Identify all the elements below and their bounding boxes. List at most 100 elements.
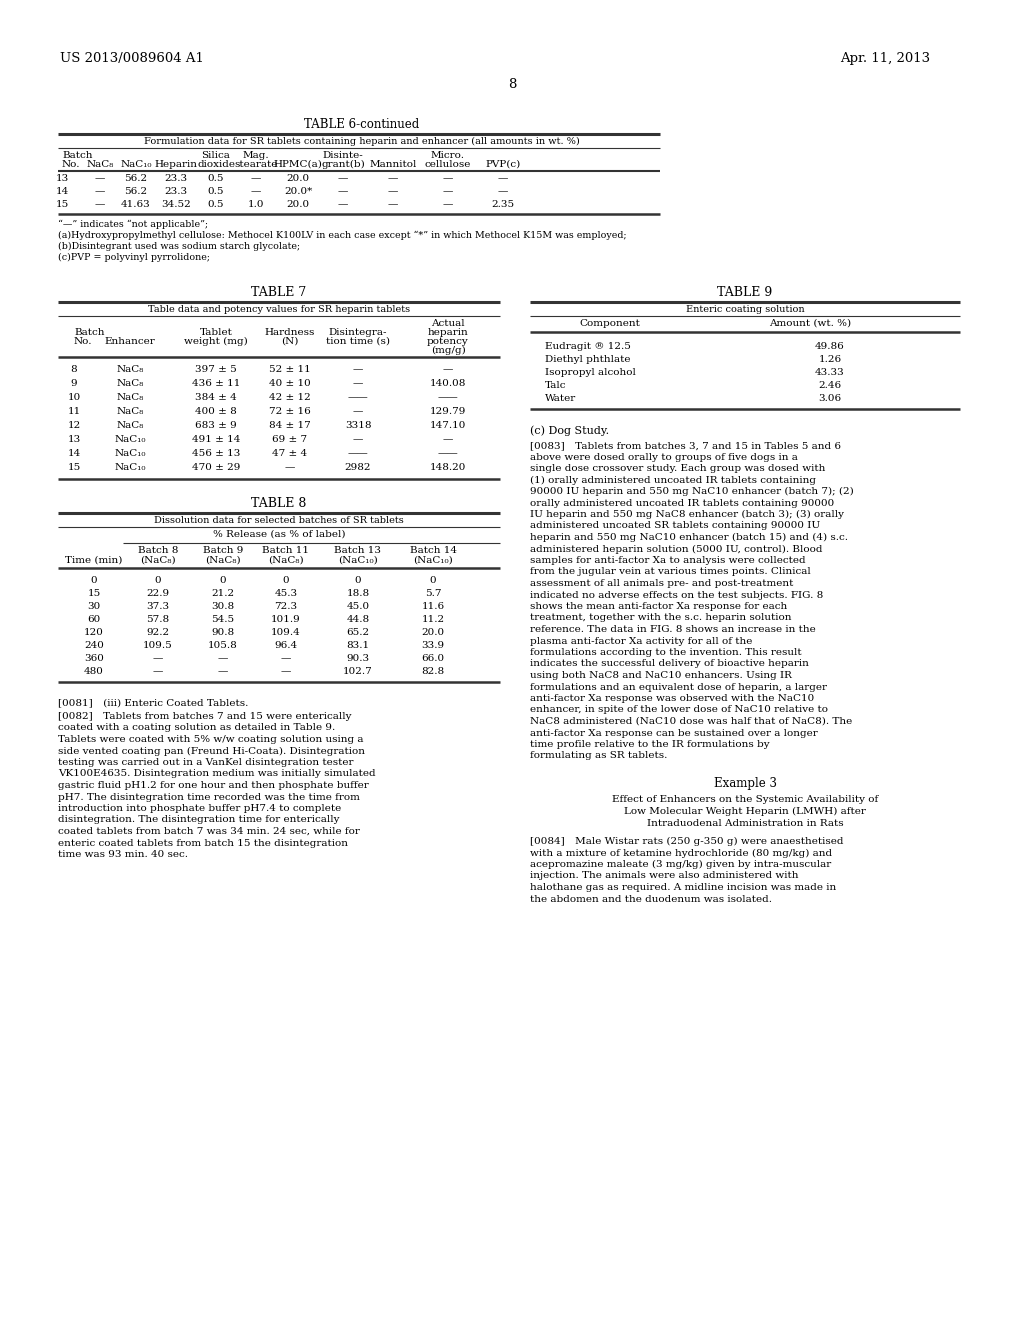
Text: 109.5: 109.5 bbox=[143, 642, 173, 649]
Text: 15: 15 bbox=[55, 201, 69, 209]
Text: formulating as SR tablets.: formulating as SR tablets. bbox=[530, 751, 668, 760]
Text: ——: —— bbox=[437, 393, 459, 403]
Text: shows the mean anti-factor Xa response for each: shows the mean anti-factor Xa response f… bbox=[530, 602, 787, 611]
Text: 120: 120 bbox=[84, 628, 104, 638]
Text: % Release (as % of label): % Release (as % of label) bbox=[213, 531, 345, 539]
Text: —: — bbox=[442, 187, 454, 195]
Text: —: — bbox=[338, 201, 348, 209]
Text: NaC8 administered (NaC10 dose was half that of NaC8). The: NaC8 administered (NaC10 dose was half t… bbox=[530, 717, 852, 726]
Text: 105.8: 105.8 bbox=[208, 642, 238, 649]
Text: (NaC₁₀): (NaC₁₀) bbox=[338, 556, 378, 565]
Text: NaC₈: NaC₈ bbox=[86, 160, 114, 169]
Text: Mag.: Mag. bbox=[243, 150, 269, 160]
Text: ——: —— bbox=[437, 449, 459, 458]
Text: (NaC₈): (NaC₈) bbox=[268, 556, 304, 565]
Text: Batch 11: Batch 11 bbox=[262, 546, 309, 554]
Text: Amount (wt. %): Amount (wt. %) bbox=[769, 319, 851, 327]
Text: 92.2: 92.2 bbox=[146, 628, 170, 638]
Text: 2.46: 2.46 bbox=[818, 381, 842, 389]
Text: ——: —— bbox=[347, 449, 369, 458]
Text: indicates the successful delivery of bioactive heparin: indicates the successful delivery of bio… bbox=[530, 660, 809, 668]
Text: with a mixture of ketamine hydrochloride (80 mg/kg) and: with a mixture of ketamine hydrochloride… bbox=[530, 849, 833, 858]
Text: 1.0: 1.0 bbox=[248, 201, 264, 209]
Text: tion time (s): tion time (s) bbox=[326, 337, 390, 346]
Text: (NaC₁₀): (NaC₁₀) bbox=[413, 556, 453, 565]
Text: Diethyl phthlate: Diethyl phthlate bbox=[545, 355, 631, 364]
Text: No.: No. bbox=[62, 160, 81, 169]
Text: time was 93 min. 40 sec.: time was 93 min. 40 sec. bbox=[58, 850, 188, 859]
Text: 2982: 2982 bbox=[345, 463, 372, 473]
Text: US 2013/0089604 A1: US 2013/0089604 A1 bbox=[60, 51, 204, 65]
Text: indicated no adverse effects on the test subjects. FIG. 8: indicated no adverse effects on the test… bbox=[530, 590, 823, 599]
Text: —: — bbox=[442, 366, 454, 374]
Text: heparin: heparin bbox=[428, 327, 468, 337]
Text: administered uncoated SR tablets containing 90000 IU: administered uncoated SR tablets contain… bbox=[530, 521, 820, 531]
Text: 397 ± 5: 397 ± 5 bbox=[196, 366, 237, 374]
Text: —: — bbox=[218, 653, 228, 663]
Text: Enhancer: Enhancer bbox=[104, 337, 156, 346]
Text: Batch: Batch bbox=[74, 327, 104, 337]
Text: anti-factor Xa response was observed with the NaC10: anti-factor Xa response was observed wit… bbox=[530, 694, 814, 704]
Text: 8: 8 bbox=[71, 366, 78, 374]
Text: 5.7: 5.7 bbox=[425, 589, 441, 598]
Text: grant(b): grant(b) bbox=[322, 160, 365, 169]
Text: 20.0: 20.0 bbox=[287, 201, 309, 209]
Text: TABLE 9: TABLE 9 bbox=[718, 286, 773, 300]
Text: Micro.: Micro. bbox=[431, 150, 465, 160]
Text: —: — bbox=[251, 187, 261, 195]
Text: 0: 0 bbox=[354, 576, 361, 585]
Text: 683 ± 9: 683 ± 9 bbox=[196, 421, 237, 430]
Text: 0.5: 0.5 bbox=[208, 174, 224, 183]
Text: formulations and an equivalent dose of heparin, a larger: formulations and an equivalent dose of h… bbox=[530, 682, 827, 692]
Text: 147.10: 147.10 bbox=[430, 421, 466, 430]
Text: TABLE 6-continued: TABLE 6-continued bbox=[304, 117, 420, 131]
Text: —: — bbox=[153, 667, 163, 676]
Text: 30.8: 30.8 bbox=[211, 602, 234, 611]
Text: 14: 14 bbox=[68, 449, 81, 458]
Text: 69 ± 7: 69 ± 7 bbox=[272, 436, 307, 444]
Text: HPMC(a): HPMC(a) bbox=[273, 160, 323, 169]
Text: 360: 360 bbox=[84, 653, 104, 663]
Text: NaC₈: NaC₈ bbox=[117, 407, 143, 416]
Text: 0: 0 bbox=[430, 576, 436, 585]
Text: 11.6: 11.6 bbox=[422, 602, 444, 611]
Text: PVP(c): PVP(c) bbox=[485, 160, 520, 169]
Text: injection. The animals were also administered with: injection. The animals were also adminis… bbox=[530, 871, 799, 880]
Text: 72.3: 72.3 bbox=[274, 602, 298, 611]
Text: (NaC₈): (NaC₈) bbox=[205, 556, 241, 565]
Text: 72 ± 16: 72 ± 16 bbox=[269, 407, 311, 416]
Text: cellulose: cellulose bbox=[425, 160, 471, 169]
Text: 66.0: 66.0 bbox=[422, 653, 444, 663]
Text: Enteric coating solution: Enteric coating solution bbox=[686, 305, 804, 314]
Text: Low Molecular Weight Heparin (LMWH) after: Low Molecular Weight Heparin (LMWH) afte… bbox=[624, 807, 866, 816]
Text: —: — bbox=[442, 174, 454, 183]
Text: Disinte-: Disinte- bbox=[323, 150, 364, 160]
Text: 109.4: 109.4 bbox=[271, 628, 301, 638]
Text: 8: 8 bbox=[508, 78, 516, 91]
Text: 20.0: 20.0 bbox=[287, 174, 309, 183]
Text: 45.3: 45.3 bbox=[274, 589, 298, 598]
Text: 9: 9 bbox=[71, 379, 78, 388]
Text: —: — bbox=[442, 436, 454, 444]
Text: assessment of all animals pre- and post-treatment: assessment of all animals pre- and post-… bbox=[530, 579, 794, 587]
Text: TABLE 7: TABLE 7 bbox=[251, 286, 306, 300]
Text: time profile relative to the IR formulations by: time profile relative to the IR formulat… bbox=[530, 741, 770, 748]
Text: 40 ± 10: 40 ± 10 bbox=[269, 379, 311, 388]
Text: 45.0: 45.0 bbox=[346, 602, 370, 611]
Text: (b)Disintegrant used was sodium starch glycolate;: (b)Disintegrant used was sodium starch g… bbox=[58, 242, 300, 251]
Text: 65.2: 65.2 bbox=[346, 628, 370, 638]
Text: Hardness: Hardness bbox=[265, 327, 315, 337]
Text: 23.3: 23.3 bbox=[165, 187, 187, 195]
Text: (1) orally administered uncoated IR tablets containing: (1) orally administered uncoated IR tabl… bbox=[530, 475, 816, 484]
Text: 52 ± 11: 52 ± 11 bbox=[269, 366, 311, 374]
Text: introduction into phosphate buffer pH7.4 to complete: introduction into phosphate buffer pH7.4… bbox=[58, 804, 341, 813]
Text: —: — bbox=[95, 174, 105, 183]
Text: 2.35: 2.35 bbox=[492, 201, 515, 209]
Text: VK100E4635. Disintegration medium was initially simulated: VK100E4635. Disintegration medium was in… bbox=[58, 770, 376, 779]
Text: —: — bbox=[251, 174, 261, 183]
Text: —: — bbox=[353, 366, 364, 374]
Text: treatment, together with the s.c. heparin solution: treatment, together with the s.c. hepari… bbox=[530, 614, 792, 623]
Text: 3318: 3318 bbox=[345, 421, 372, 430]
Text: from the jugular vein at various times points. Clinical: from the jugular vein at various times p… bbox=[530, 568, 811, 577]
Text: TABLE 8: TABLE 8 bbox=[251, 498, 306, 510]
